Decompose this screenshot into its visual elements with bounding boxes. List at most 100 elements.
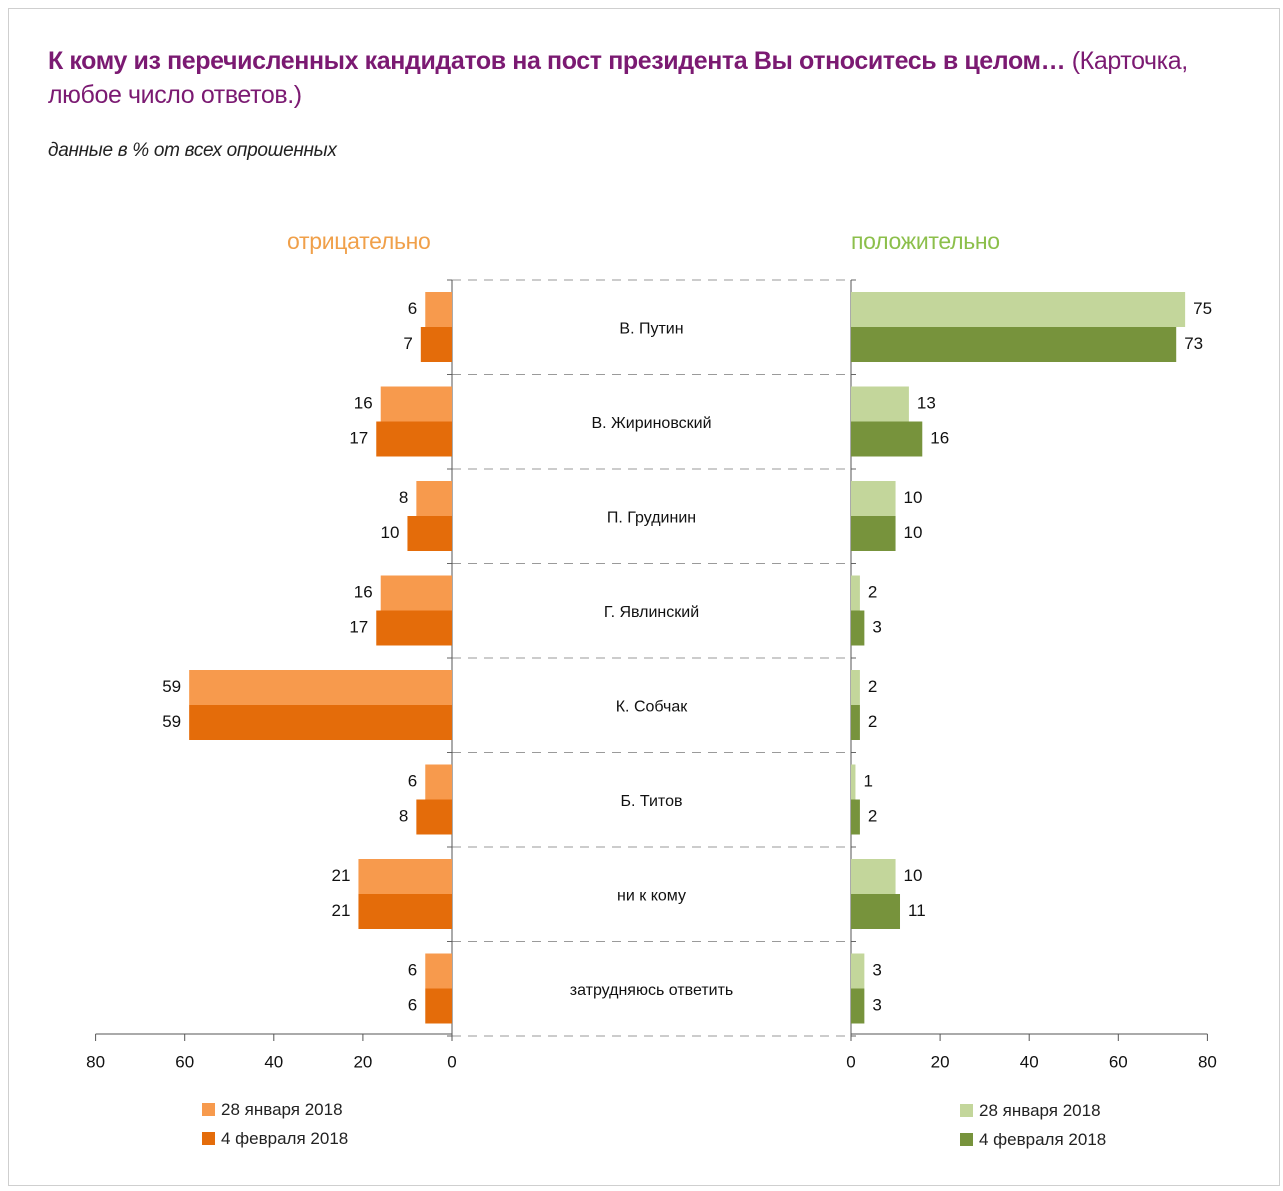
negative-value-label: 17 xyxy=(349,617,368,636)
positive-value-label: 16 xyxy=(930,428,949,447)
negative-panel-title: отрицательно xyxy=(287,228,431,254)
negative-bar xyxy=(189,670,452,705)
positive-bar xyxy=(851,481,896,516)
positive-bar xyxy=(851,764,856,800)
negative-value-label: 16 xyxy=(354,393,373,412)
positive-bar xyxy=(851,799,860,835)
positive-bar xyxy=(851,988,865,1024)
positive-bar xyxy=(851,894,901,929)
positive-bar xyxy=(851,610,865,646)
negative-value-label: 59 xyxy=(162,677,181,696)
positive-value-label: 2 xyxy=(868,582,877,601)
category-label: затрудняюсь ответить xyxy=(570,982,734,999)
positive-value-label: 75 xyxy=(1193,299,1212,318)
legend-item-pos-feb: 4 февраля 2018 xyxy=(960,1129,1106,1150)
legend-swatch-pos-feb xyxy=(960,1133,973,1146)
negative-x-tick-label: 40 xyxy=(264,1052,283,1071)
title-note: (Карточка, любое число ответов.) xyxy=(48,47,1188,109)
legend-swatch-neg-feb xyxy=(202,1132,215,1145)
legend-label: 28 января 2018 xyxy=(221,1099,343,1119)
legend-swatch-pos-jan xyxy=(960,1104,973,1117)
negative-value-label: 8 xyxy=(399,806,408,825)
negative-bar xyxy=(425,988,452,1024)
positive-x-tick-label: 20 xyxy=(931,1052,950,1071)
positive-value-label: 13 xyxy=(917,393,936,412)
positive-x-tick-label: 60 xyxy=(1109,1052,1128,1071)
positive-value-label: 10 xyxy=(904,866,923,885)
negative-bar xyxy=(425,764,452,800)
positive-value-label: 3 xyxy=(872,995,881,1014)
category-label: В. Жириновский xyxy=(591,415,711,432)
chart-title: К кому из перечисленных кандидатов на по… xyxy=(48,44,1228,112)
positive-value-label: 1 xyxy=(863,771,872,790)
category-label: П. Грудинин xyxy=(607,509,696,526)
positive-value-label: 2 xyxy=(868,712,877,731)
negative-value-label: 16 xyxy=(354,582,373,601)
positive-x-tick-label: 0 xyxy=(846,1052,855,1071)
chart-subtitle: данные в % от всех опрошенных xyxy=(48,140,337,161)
positive-bar xyxy=(851,327,1177,362)
negative-bar xyxy=(416,481,452,516)
chart-frame xyxy=(8,8,1280,1186)
negative-bar xyxy=(380,575,452,611)
positive-value-label: 2 xyxy=(868,806,877,825)
positive-bar xyxy=(851,292,1186,327)
negative-bar xyxy=(358,894,452,929)
negative-bar xyxy=(376,610,452,646)
positive-value-label: 11 xyxy=(908,901,926,920)
positive-value-label: 2 xyxy=(868,677,877,696)
negative-value-label: 10 xyxy=(381,523,400,542)
negative-value-label: 8 xyxy=(399,488,408,507)
category-label: Б. Титов xyxy=(621,793,683,810)
negative-bar xyxy=(425,953,452,989)
negative-bar xyxy=(420,327,452,362)
legend-label: 4 февраля 2018 xyxy=(221,1128,349,1148)
negative-value-label: 6 xyxy=(408,771,417,790)
positive-value-label: 10 xyxy=(904,488,923,507)
negative-x-tick-label: 60 xyxy=(175,1052,194,1071)
positive-x-tick-label: 40 xyxy=(1020,1052,1039,1071)
positive-legend: 28 января 2018 4 февраля 2018 xyxy=(960,1100,1106,1158)
positive-bar xyxy=(851,575,860,611)
positive-bar xyxy=(851,705,860,740)
negative-bar xyxy=(380,386,452,422)
negative-bar xyxy=(425,292,452,327)
legend-item-neg-jan: 28 января 2018 xyxy=(202,1099,348,1120)
negative-bar xyxy=(358,859,452,894)
negative-value-label: 17 xyxy=(349,428,368,447)
negative-bar xyxy=(376,421,452,457)
negative-value-label: 21 xyxy=(332,901,351,920)
legend-label: 4 февраля 2018 xyxy=(979,1129,1107,1149)
negative-x-tick-label: 80 xyxy=(86,1052,105,1071)
positive-bar xyxy=(851,953,865,989)
negative-value-label: 7 xyxy=(403,334,412,353)
negative-bar xyxy=(407,516,452,551)
category-label: ни к кому xyxy=(617,887,686,904)
positive-value-label: 10 xyxy=(904,523,923,542)
negative-x-tick-label: 0 xyxy=(447,1052,456,1071)
positive-bar xyxy=(851,516,896,551)
legend-item-neg-feb: 4 февраля 2018 xyxy=(202,1128,348,1149)
negative-bar xyxy=(189,705,452,740)
negative-value-label: 6 xyxy=(408,299,417,318)
negative-bar xyxy=(416,799,452,835)
category-label: Г. Явлинский xyxy=(604,604,699,621)
positive-bar xyxy=(851,386,909,422)
positive-value-label: 3 xyxy=(872,617,881,636)
positive-bar xyxy=(851,859,896,894)
positive-x-tick-label: 80 xyxy=(1198,1052,1217,1071)
positive-bar xyxy=(851,421,923,457)
negative-value-label: 59 xyxy=(162,712,181,731)
legend-swatch-neg-jan xyxy=(202,1103,215,1116)
category-label: В. Путин xyxy=(619,320,683,337)
negative-value-label: 6 xyxy=(408,960,417,979)
positive-bar xyxy=(851,670,860,705)
positive-value-label: 3 xyxy=(872,960,881,979)
negative-value-label: 6 xyxy=(408,995,417,1014)
positive-panel-title: положительно xyxy=(851,228,1000,254)
legend-label: 28 января 2018 xyxy=(979,1100,1101,1120)
negative-value-label: 21 xyxy=(332,866,351,885)
title-question: К кому из перечисленных кандидатов на по… xyxy=(48,47,1066,75)
legend-item-pos-jan: 28 января 2018 xyxy=(960,1100,1106,1121)
